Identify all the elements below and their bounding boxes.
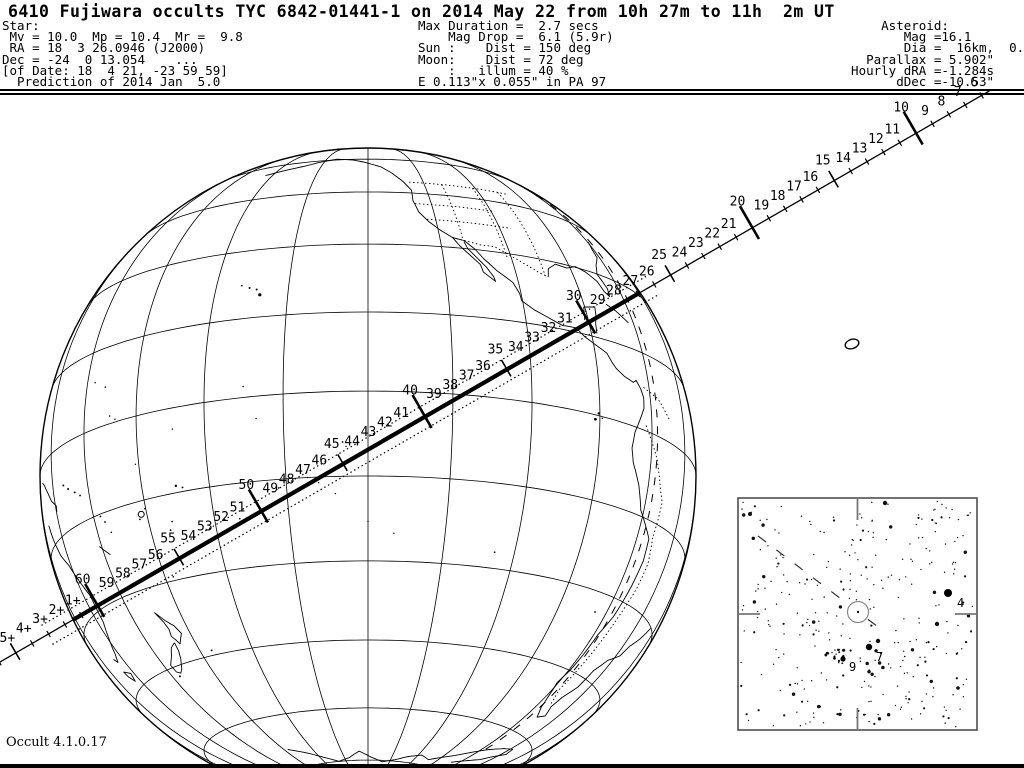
svg-text:17: 17 xyxy=(786,179,802,194)
svg-text:45: 45 xyxy=(324,437,340,452)
svg-text:11: 11 xyxy=(884,123,900,138)
svg-text:57: 57 xyxy=(131,557,147,572)
svg-text:41: 41 xyxy=(393,406,409,421)
app-version-label: Occult 4.1.0.17 xyxy=(6,735,107,750)
inset-star-label: 9 xyxy=(849,660,856,674)
svg-text:56: 56 xyxy=(148,548,164,563)
star-info-block: Star: Mv = 10.0 Mp = 10.4 Mr = 9.8 RA = … xyxy=(2,18,243,90)
svg-text:9: 9 xyxy=(921,104,929,119)
svg-text:60: 60 xyxy=(75,573,91,588)
asteroid-info-block: Asteroid: Mag =16.1 Dia = 16km, 0.015" P… xyxy=(851,18,1024,90)
svg-text:7: 7 xyxy=(954,85,962,100)
event-info-block: Max Duration = 2.7 secs Mag Drop = 6.1 (… xyxy=(418,18,614,90)
svg-text:22: 22 xyxy=(704,227,720,242)
svg-text:33: 33 xyxy=(524,331,540,346)
svg-text:34: 34 xyxy=(508,340,524,355)
svg-text:39: 39 xyxy=(426,387,442,402)
svg-text:32: 32 xyxy=(541,321,557,336)
svg-text:16: 16 xyxy=(803,170,819,185)
page-title: 6410 Fujiwara occults TYC 6842-01441-1 o… xyxy=(8,2,835,21)
globe-limb xyxy=(39,147,697,768)
svg-text:6: 6 xyxy=(970,75,978,90)
inset-star-label: 7 xyxy=(876,650,883,664)
svg-text:1+: 1+ xyxy=(65,593,81,608)
svg-text:38: 38 xyxy=(442,378,458,393)
svg-text:36: 36 xyxy=(475,359,491,374)
svg-text:19: 19 xyxy=(754,198,770,213)
moon-marker xyxy=(844,338,860,350)
svg-text:28: 28 xyxy=(606,283,622,298)
svg-text:15: 15 xyxy=(815,154,831,169)
svg-text:58: 58 xyxy=(115,567,131,582)
svg-text:51: 51 xyxy=(230,501,246,516)
svg-text:46: 46 xyxy=(312,453,328,468)
svg-text:47: 47 xyxy=(295,463,311,478)
svg-text:25: 25 xyxy=(651,248,667,263)
svg-text:21: 21 xyxy=(721,217,737,232)
svg-text:48: 48 xyxy=(279,472,295,487)
inset-star-label: 4 xyxy=(957,596,964,610)
svg-text:3+: 3+ xyxy=(32,612,48,627)
svg-text:27: 27 xyxy=(623,274,639,289)
svg-text:20: 20 xyxy=(730,195,746,210)
header-divider xyxy=(0,89,1024,95)
svg-text:43: 43 xyxy=(361,425,377,440)
svg-text:49: 49 xyxy=(262,482,278,497)
svg-text:14: 14 xyxy=(835,151,851,166)
svg-text:30: 30 xyxy=(566,289,582,304)
bottom-edge-bar xyxy=(0,764,1024,768)
svg-text:53: 53 xyxy=(197,519,213,534)
svg-text:12: 12 xyxy=(868,132,884,147)
svg-text:59: 59 xyxy=(99,576,115,591)
occultation-path xyxy=(0,90,990,666)
svg-text:5+: 5+ xyxy=(0,631,15,646)
svg-text:18: 18 xyxy=(770,189,786,204)
svg-text:26: 26 xyxy=(639,264,655,279)
svg-text:42: 42 xyxy=(377,416,393,431)
svg-text:35: 35 xyxy=(488,343,504,358)
finder-chart-inset: 4 7 9 xyxy=(737,497,978,731)
svg-text:4+: 4+ xyxy=(16,622,32,637)
svg-text:44: 44 xyxy=(344,434,360,449)
svg-text:37: 37 xyxy=(459,368,475,383)
svg-text:55: 55 xyxy=(160,531,176,546)
svg-text:31: 31 xyxy=(557,312,573,327)
svg-text:8: 8 xyxy=(937,94,945,109)
svg-text:23: 23 xyxy=(688,236,704,251)
svg-text:13: 13 xyxy=(852,142,868,157)
svg-text:54: 54 xyxy=(181,529,197,544)
coastlines xyxy=(42,158,671,763)
svg-text:50: 50 xyxy=(239,478,255,493)
svg-text:24: 24 xyxy=(672,246,688,261)
svg-text:29: 29 xyxy=(590,293,606,308)
svg-text:10: 10 xyxy=(893,100,909,115)
asteroid-motion-line xyxy=(757,535,887,634)
svg-text:40: 40 xyxy=(402,384,418,399)
svg-text:52: 52 xyxy=(213,510,229,525)
svg-text:2+: 2+ xyxy=(49,603,65,618)
